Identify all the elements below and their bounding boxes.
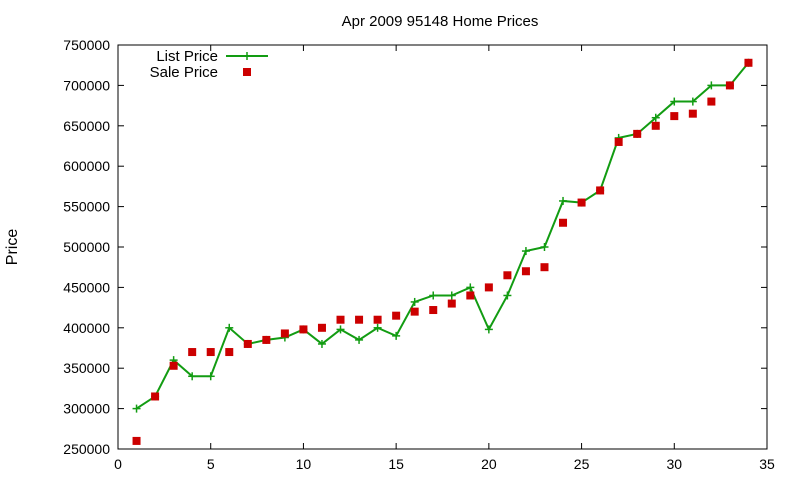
sale-price-point xyxy=(651,121,660,130)
list-price-point xyxy=(484,325,493,334)
y-tick-label: 300000 xyxy=(63,401,110,417)
sale-price-point xyxy=(373,315,382,324)
list-price-point xyxy=(355,335,364,344)
sale-price-point xyxy=(132,436,141,445)
sale-price-point xyxy=(559,218,568,227)
list-price-point xyxy=(447,291,456,300)
y-tick-label: 550000 xyxy=(63,199,110,215)
y-tick-label: 700000 xyxy=(63,77,110,93)
x-tick-label: 15 xyxy=(388,456,404,472)
sale-price-point xyxy=(503,271,512,280)
sale-price-point xyxy=(317,323,326,332)
sale-price-point xyxy=(151,392,160,401)
sale-price-point xyxy=(410,307,419,316)
sale-price-point xyxy=(484,283,493,292)
list-price-point xyxy=(521,247,530,256)
sale-price-point xyxy=(725,81,734,90)
y-tick-label: 450000 xyxy=(63,279,110,295)
list-price-point xyxy=(707,81,716,90)
sale-price-point xyxy=(688,109,697,118)
plot-area: 0 5 10 15 20 25 30 35 250000 300000 350000 400000 45… xyxy=(63,37,775,472)
sale-price-point xyxy=(262,335,271,344)
y-tick-label: 500000 xyxy=(63,239,110,255)
legend-marker-list-price xyxy=(243,52,251,60)
sale-price-point xyxy=(540,263,549,272)
sale-price-point xyxy=(243,339,252,348)
legend-swatch-sale-price xyxy=(243,68,251,76)
sale-price-point xyxy=(670,112,679,121)
legend-label-list-price: List Price xyxy=(156,48,218,65)
sale-price-point xyxy=(206,348,215,357)
list-price-line xyxy=(135,62,750,410)
y-tick-label: 600000 xyxy=(63,158,110,174)
list-price-point xyxy=(503,291,512,300)
list-price-point xyxy=(225,323,234,332)
x-tick-label: 0 xyxy=(114,456,122,472)
list-price-point xyxy=(559,196,568,205)
list-price-point xyxy=(188,372,197,381)
sale-price-point xyxy=(633,129,642,138)
sale-price-point xyxy=(466,291,475,300)
list-price-point xyxy=(651,113,660,122)
list-price-point xyxy=(429,291,438,300)
sale-price-point xyxy=(188,348,197,357)
y-tick-label: 250000 xyxy=(63,441,110,457)
sale-price-point xyxy=(429,306,438,315)
list-price-point xyxy=(392,331,401,340)
list-price-point xyxy=(670,97,679,106)
y-tick-label: 350000 xyxy=(63,360,110,376)
sale-price-point xyxy=(169,361,178,370)
list-price-point xyxy=(132,404,141,413)
list-price-point xyxy=(336,325,345,334)
sale-price-point xyxy=(355,315,364,324)
sale-price-point xyxy=(596,186,605,195)
y-tick-label: 650000 xyxy=(63,118,110,134)
chart-title: Apr 2009 95148 Home Prices xyxy=(342,13,539,30)
y-axis-label: Price xyxy=(4,229,21,266)
list-price-point xyxy=(317,339,326,348)
list-price-point xyxy=(410,297,419,306)
sale-price-point xyxy=(225,348,234,357)
y-tick-label: 400000 xyxy=(63,320,110,336)
sale-price-point xyxy=(447,299,456,308)
x-tick-label: 30 xyxy=(666,456,682,472)
sale-price-point xyxy=(521,267,530,276)
list-price-point xyxy=(373,323,382,332)
sale-price-point xyxy=(707,97,716,106)
sale-price-point xyxy=(614,137,623,146)
x-tick-label: 20 xyxy=(481,456,497,472)
list-price-point xyxy=(206,372,215,381)
list-price-point xyxy=(466,283,475,292)
legend-label-sale-price: Sale Price xyxy=(150,64,218,81)
sale-price-point xyxy=(577,198,586,207)
x-tick-label: 25 xyxy=(574,456,590,472)
list-price-point xyxy=(688,97,697,106)
sale-price-point xyxy=(392,311,401,320)
list-price-point xyxy=(540,243,549,251)
x-tick-label: 10 xyxy=(296,456,312,472)
sale-price-point xyxy=(336,315,345,324)
x-tick-label: 35 xyxy=(759,456,775,472)
x-tick-label: 5 xyxy=(207,456,215,472)
sale-price-point xyxy=(744,58,753,67)
sale-price-point xyxy=(280,329,289,338)
y-tick-label: 750000 xyxy=(63,37,110,53)
sale-price-point xyxy=(299,325,308,334)
